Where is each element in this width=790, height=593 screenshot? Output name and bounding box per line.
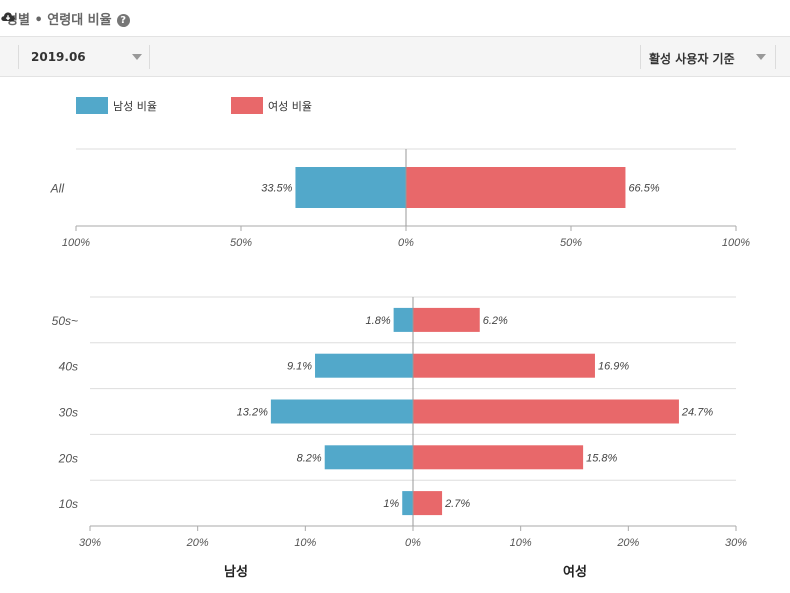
x-tick-label: 30%: [725, 537, 747, 549]
data-label-female: 6.2%: [483, 315, 508, 327]
x-tick-label: 0%: [405, 537, 421, 549]
chevron-down-icon: [756, 54, 766, 60]
category-label: All: [50, 182, 65, 196]
data-label-male: 9.1%: [287, 361, 312, 373]
bar-male: [315, 353, 413, 378]
category-label: 50s~: [52, 314, 78, 328]
bar-female: [413, 353, 595, 378]
x-tick-label: 30%: [79, 537, 101, 549]
x-tick-label: 0%: [398, 237, 414, 249]
x-tick-label: 50%: [230, 237, 252, 249]
bar-female: [413, 307, 480, 332]
age-gender-chart: 30% 20% 10% 0% 10% 20% 30% 1.8% 6.2% 50s~ 9.1% 16.9…: [52, 296, 747, 549]
data-label-male: 1%: [383, 498, 399, 510]
overall-gender-chart: 100% 50% 0% 50% 100% 33.5% 66.5% All: [50, 148, 750, 249]
widget-title-text: 성별 • 연령대 비율: [6, 13, 112, 28]
axis-title-male: 남성: [224, 564, 248, 580]
category-label: 30s: [59, 406, 78, 420]
question-circle-icon[interactable]: ?: [116, 14, 130, 27]
widget-title: 성별 • 연령대 비율?: [6, 9, 130, 28]
legend: 남성 비율 여성 비율: [76, 97, 312, 114]
data-label-male: 33.5%: [261, 183, 292, 195]
bar-male: [295, 167, 406, 208]
bar-male: [393, 307, 413, 332]
x-tick-label: 20%: [616, 537, 639, 549]
bar-female: [406, 167, 626, 208]
date-select-value: 2019.06: [31, 50, 86, 64]
x-tick-label: 10%: [510, 537, 532, 549]
category-label: 40s: [59, 360, 78, 374]
legend-label-female: 여성 비율: [268, 100, 312, 113]
bar-female: [413, 445, 584, 470]
x-tick-label: 100%: [722, 237, 750, 249]
data-label-female: 16.9%: [598, 361, 629, 373]
date-select[interactable]: 2019.06: [18, 45, 150, 69]
category-label: 10s: [59, 497, 78, 511]
data-label-female: 24.7%: [681, 407, 713, 419]
legend-swatch-female: [231, 97, 263, 114]
bar-female: [413, 491, 443, 516]
bar-female: [413, 399, 679, 424]
x-tick-label: 10%: [294, 537, 316, 549]
data-label-female: 66.5%: [628, 183, 659, 195]
x-tick-label: 20%: [186, 537, 209, 549]
bar-male: [324, 445, 413, 470]
data-label-male: 13.2%: [237, 407, 268, 419]
data-label-male: 8.2%: [297, 452, 322, 464]
data-label-female: 15.8%: [586, 452, 617, 464]
x-tick-label: 100%: [62, 237, 90, 249]
bar-male: [270, 399, 413, 424]
legend-swatch-male: [76, 97, 108, 114]
filter-bar: 2019.06 활성 사용자 기준: [0, 37, 790, 77]
user-basis-select[interactable]: 활성 사용자 기준: [640, 45, 776, 69]
chevron-down-icon: [132, 54, 142, 60]
axis-title-female: 여성: [563, 564, 587, 580]
data-label-female: 2.7%: [444, 498, 470, 510]
category-label: 20s: [58, 451, 78, 465]
cloud-download-icon[interactable]: [0, 9, 16, 25]
data-label-male: 1.8%: [366, 315, 391, 327]
bar-male: [402, 491, 413, 516]
legend-label-male: 남성 비율: [113, 100, 157, 113]
x-tick-label: 50%: [560, 237, 582, 249]
user-basis-value: 활성 사용자 기준: [649, 52, 735, 66]
widget-header: 성별 • 연령대 비율?: [0, 0, 790, 37]
